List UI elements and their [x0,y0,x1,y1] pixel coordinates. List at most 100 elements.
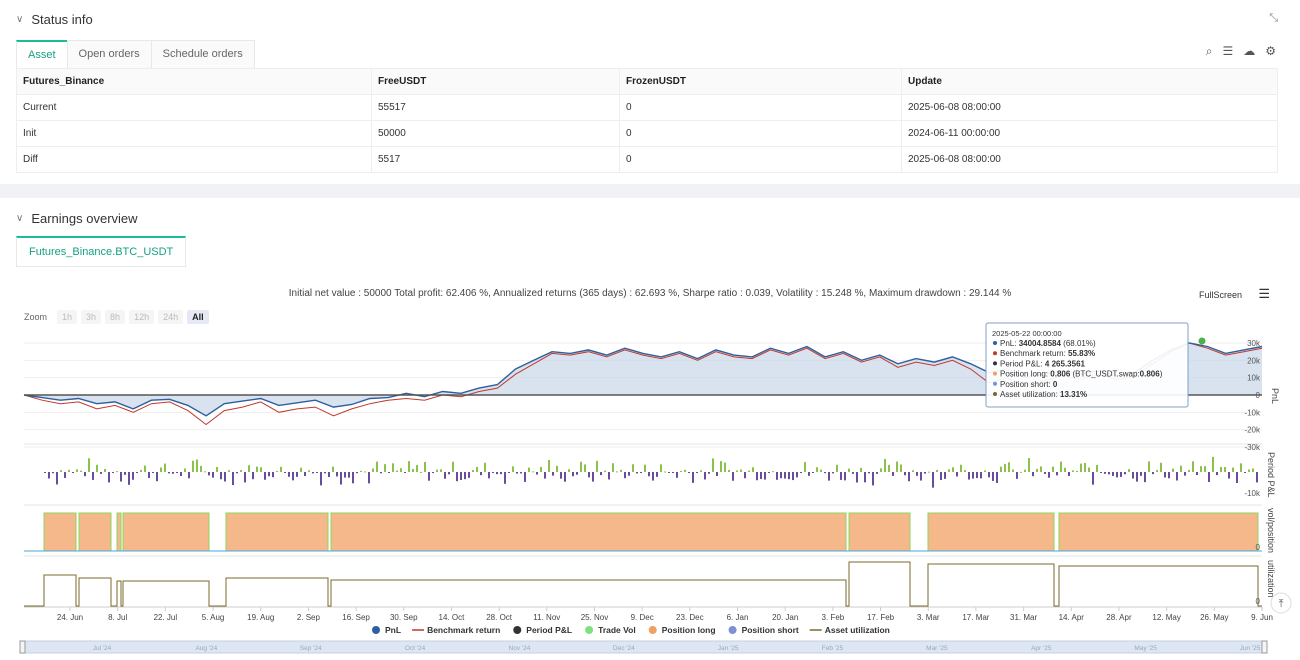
period-pnl-bar [308,470,310,472]
x-tick-label: 9. Dec [631,613,654,622]
period-pnl-bar [144,465,146,472]
period-pnl-bar [1020,471,1022,473]
period-pnl-bar [720,461,722,472]
cloud-download-icon[interactable]: ☁ [1243,44,1256,58]
period-pnl-bar [876,472,878,474]
navigator-tick-label: Jul '24 [93,645,112,652]
period-pnl-bar [956,472,958,477]
period-pnl-bar [788,472,790,480]
period-pnl-bar [1208,472,1210,482]
tooltip-line-suffix-end: ) [1160,370,1163,379]
period-pnl-bar [64,472,66,478]
status-section-header[interactable]: ∨ Status info [16,12,93,27]
period-pnl-bar [1164,472,1166,478]
position-long-block [330,512,847,552]
expand-icon[interactable]: ⤡ [1269,12,1278,24]
position-long-block [78,512,112,552]
period-pnl-bar [496,472,498,475]
legend-item-label: PnL [385,625,401,635]
period-pnl-bar [1012,469,1014,472]
navigator[interactable]: Jul '24 Aug '24 Sep '24 Oct '24 Nov '24 Dec '… [19,592,1292,654]
period-pnl-bar [920,472,922,481]
period-pnl-bar [624,472,626,479]
tooltip-marker [993,341,997,345]
list-icon[interactable]: ☰ [1222,44,1234,58]
period-pnl-bar [1100,472,1102,473]
period-pnl-bar [852,472,854,474]
zoom-8h-button[interactable]: 8h [105,310,126,324]
zoom-24h-button[interactable]: 24h [158,310,184,324]
period-pnl-bar [992,472,994,481]
legend-item-label: Benchmark return [427,625,500,635]
period-pnl-bar [1032,472,1034,477]
period-pnl-bar [1132,472,1134,479]
period-pnl-bar [972,472,974,479]
period-pnl-bar [132,472,134,480]
period-pnl-bar [44,472,46,473]
period-pnl-bar [780,472,782,479]
tooltip-marker [993,381,997,386]
chevron-down-icon[interactable]: ∨ [16,14,24,25]
x-tick-label: 23. Dec [676,613,704,622]
period-pnl-bar [760,472,762,479]
tab-futures-binance-btc-usdt[interactable]: Futures_Binance.BTC_USDT [16,236,187,267]
period-pnl-bar [912,470,914,472]
legend-marker [728,626,737,634]
tab-schedule-orders[interactable]: Schedule orders [150,40,255,68]
period-pnl-bar [1144,472,1146,483]
navigator-tick-label: Aug '24 [195,645,217,652]
fullscreen-button[interactable]: FullScreen [1198,290,1242,300]
tooltip-date: 2025-05-22 00:00:00 [992,329,1062,338]
position-tick-label: 0 [1256,543,1261,552]
tab-asset[interactable]: Asset [16,40,68,68]
tab-open-orders[interactable]: Open orders [66,40,152,68]
period-pnl-bar [816,467,818,472]
status-panel: ∨ Status info ⤡ Asset Open orders Schedu… [0,0,1300,184]
period-pnl-bar [1224,467,1226,472]
tooltip-line-value: 34004.8584 [1019,339,1062,348]
period-pnl-bar [548,460,550,472]
period-pnl-bar [1092,472,1094,485]
period-pnl-bar [964,470,966,472]
period-pnl-bar [660,464,662,472]
x-tick-label: 14. Apr [1059,613,1085,622]
earnings-section-header[interactable]: ∨ Earnings overview [16,211,138,226]
period-pnl-bar [752,467,754,472]
legend-marker [585,626,594,634]
period-pnl-bar [292,472,294,481]
period-pnl-bar [240,470,242,472]
period-pnl-bar [116,471,118,473]
period-pnl-bar [1248,469,1250,472]
zoom-all-button[interactable]: All [187,310,209,324]
zoom-12h-button[interactable]: 12h [129,310,155,324]
period-pnl-bar [1160,462,1162,472]
period-pnl-bar [812,472,814,473]
earnings-title: Earnings overview [31,211,138,226]
period-pnl-bar [728,469,730,472]
period-pnl-bar [528,467,530,472]
period-pnl-bar [468,472,470,478]
period-pnl-bar [336,472,338,477]
period-pnl-bar [1096,464,1098,472]
period-pnl-bar [1068,472,1070,477]
chevron-down-icon[interactable]: ∨ [16,213,24,224]
period-pnl-bar [740,469,742,472]
gear-icon[interactable]: ⚙ [1265,44,1276,58]
period-pnl-bar [320,472,322,486]
period-pnl-bar [84,472,86,477]
hamburger-menu-icon[interactable]: ☰ [1258,286,1270,301]
period-pnl-bar [196,459,198,472]
zoom-1h-button[interactable]: 1h [57,310,78,324]
period-pnl-bar [900,464,902,472]
period-pnl-bar [844,472,846,481]
zoom-3h-button[interactable]: 3h [81,310,102,324]
search-icon[interactable]: ⌕ [1205,44,1213,58]
period-pnl-bar [300,467,302,472]
period-pnl-bar [208,472,210,476]
period-pnl-bar [80,470,82,472]
period-pnl-bar [212,472,214,478]
period-pnl-bar [388,472,390,473]
navigator-tick-label: Sep '24 [300,645,322,652]
x-tick-label: 11. Nov [533,613,560,622]
